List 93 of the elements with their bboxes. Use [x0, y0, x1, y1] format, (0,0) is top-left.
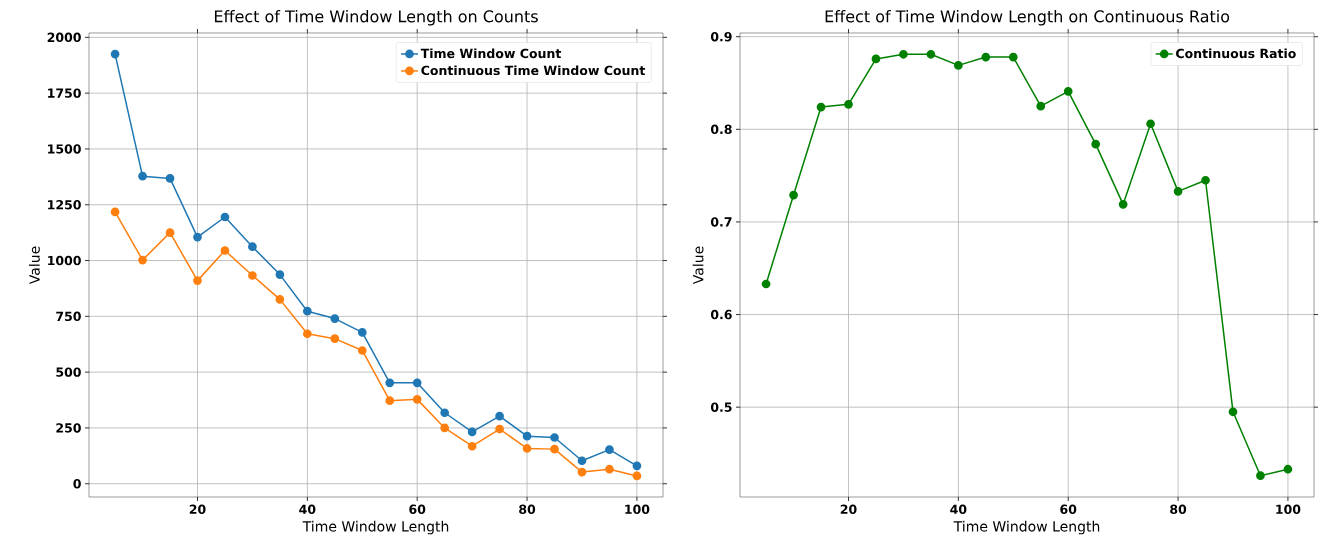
x-tick-label: 100	[1276, 504, 1301, 514]
y-tick-label: 750	[56, 311, 81, 322]
x-tick-label: 40	[299, 504, 316, 514]
point	[330, 314, 340, 323]
point	[550, 444, 559, 454]
point	[632, 471, 642, 481]
point	[357, 328, 367, 337]
y-tick-label: 2000	[47, 32, 81, 43]
y-axis-title: Value	[29, 246, 40, 285]
y-tick-label: 500	[56, 367, 81, 377]
x-tick-label: 80	[1170, 504, 1187, 514]
point	[330, 334, 340, 343]
x-axis-title: Time Window Length	[953, 520, 1100, 535]
y-tick-label: 1000	[48, 255, 81, 266]
y-tick-label: 0	[73, 478, 81, 489]
point	[577, 467, 587, 477]
point	[550, 433, 559, 442]
chart-title: Effect of Time Window Length on Counts	[214, 10, 538, 26]
point	[954, 61, 963, 70]
x-axis-title: Time Window Length	[302, 520, 449, 535]
point	[1036, 101, 1046, 111]
x-tick-label: 100	[625, 504, 650, 514]
point	[110, 49, 120, 59]
point	[193, 276, 202, 285]
point	[165, 174, 175, 183]
x-tick-label: 20	[840, 504, 857, 514]
y-tick-label: 0.7	[710, 217, 732, 227]
point	[138, 255, 147, 265]
point	[1146, 119, 1155, 129]
y-tick-label: 1750	[48, 88, 81, 98]
point	[816, 102, 826, 112]
point	[495, 411, 504, 421]
point	[412, 378, 422, 388]
y-tick-label: 1250	[48, 200, 81, 210]
y-tick-label: 0.8	[710, 124, 732, 135]
point	[302, 306, 312, 316]
y-tick-label: 250	[56, 423, 81, 433]
point	[1201, 175, 1210, 185]
point	[605, 445, 614, 454]
point	[220, 246, 230, 255]
legend-label: Time Window Count	[420, 48, 562, 59]
point	[926, 49, 936, 59]
point	[899, 49, 908, 59]
point	[467, 441, 477, 451]
point	[1008, 52, 1018, 62]
point	[761, 279, 771, 289]
point	[110, 207, 120, 217]
x-tick-label: 60	[1060, 504, 1077, 514]
point	[844, 99, 853, 109]
point	[275, 270, 285, 279]
point	[1063, 86, 1073, 96]
legend-label: Continuous Time Window Count	[421, 65, 646, 76]
point	[522, 444, 532, 453]
point	[789, 190, 798, 200]
point	[577, 456, 587, 466]
point	[440, 408, 450, 418]
point	[981, 52, 991, 62]
point	[302, 329, 312, 339]
point	[871, 54, 881, 64]
x-tick-label: 40	[950, 504, 967, 514]
point	[1283, 464, 1293, 474]
y-axis-title: Value	[692, 246, 704, 285]
point	[522, 431, 532, 441]
chart-title: Effect of Time Window Length on Continuous Ratio	[825, 10, 1230, 26]
x-tick-label: 80	[519, 504, 536, 514]
point	[1256, 471, 1265, 481]
point	[632, 461, 642, 471]
y-tick-label: 0.6	[710, 309, 732, 320]
point	[385, 378, 395, 388]
point	[1091, 139, 1101, 149]
point	[357, 346, 367, 355]
point	[1173, 187, 1183, 196]
point	[412, 395, 422, 404]
legend-label: Continuous Ratio	[1176, 48, 1296, 59]
point	[385, 396, 395, 406]
point	[605, 464, 614, 474]
point	[1228, 407, 1238, 417]
point	[440, 423, 450, 433]
x-tick-label: 60	[409, 504, 426, 514]
y-tick-label: 1500	[48, 144, 81, 154]
point	[495, 424, 504, 434]
point	[275, 295, 285, 304]
y-tick-label: 0.9	[710, 31, 732, 42]
point	[220, 212, 230, 222]
point	[248, 271, 257, 280]
point	[193, 232, 202, 242]
point	[248, 242, 257, 252]
point	[138, 171, 147, 181]
x-tick-label: 20	[189, 504, 206, 514]
point	[165, 228, 175, 237]
point	[1118, 199, 1128, 209]
point	[467, 427, 477, 437]
y-tick-label: 0.5	[710, 402, 732, 412]
